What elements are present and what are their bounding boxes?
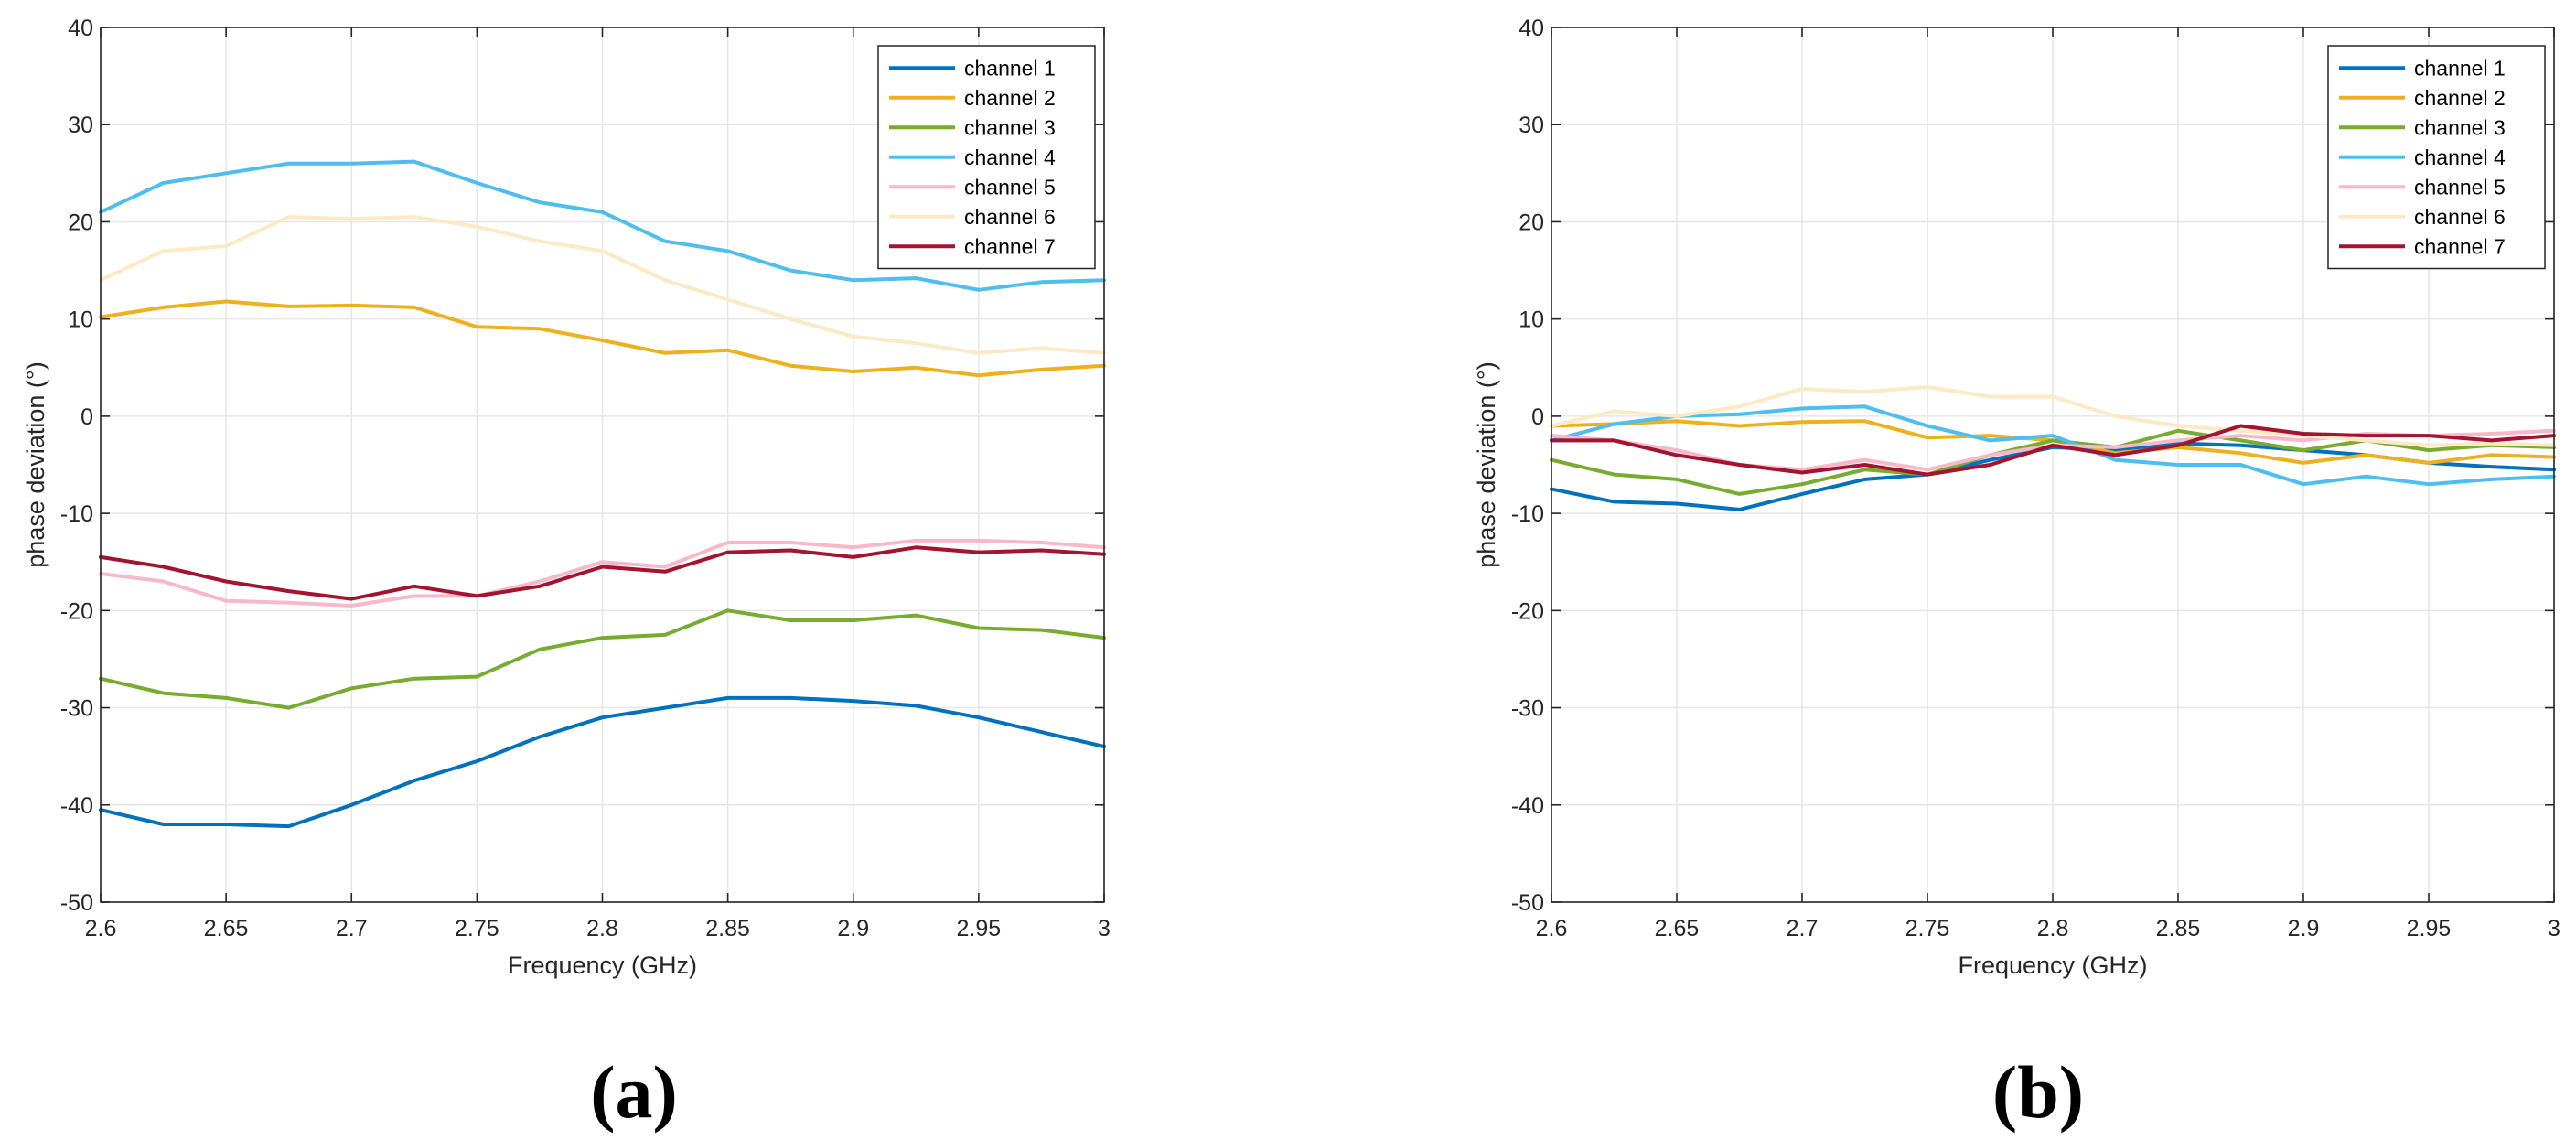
y-tick-label: -30 xyxy=(60,696,93,722)
x-tick-label: 2.9 xyxy=(2288,916,2320,941)
y-tick-label: 10 xyxy=(1519,307,1544,333)
legend-label-channel-7: channel 7 xyxy=(964,234,1056,258)
y-tick-label: 10 xyxy=(68,307,93,333)
series-line-channel-1 xyxy=(99,695,1106,829)
series-line-channel-6 xyxy=(1550,385,2556,447)
legend: channel 1 channel 2 channel 3 channel 4 chan… xyxy=(2327,45,2546,270)
y-tick-label: -10 xyxy=(1511,501,1544,527)
series-line-channel-4 xyxy=(1550,404,2556,487)
x-tick-label: 2.95 xyxy=(957,916,1002,941)
legend-label-channel-1: channel 1 xyxy=(2414,56,2506,80)
y-tick-label: -40 xyxy=(60,793,93,819)
series-line-channel-7 xyxy=(99,545,1106,601)
legend-label-channel-6: channel 6 xyxy=(964,205,1056,229)
x-tick-label: 2.85 xyxy=(2156,916,2201,941)
legend-label-channel-3: channel 3 xyxy=(964,115,1056,139)
y-tick-label: 20 xyxy=(1519,210,1544,235)
series-lines xyxy=(1550,385,2556,511)
legend-label-channel-4: channel 4 xyxy=(964,145,1056,169)
x-tick-label: 2.7 xyxy=(1787,916,1819,941)
series-line-channel-3 xyxy=(99,608,1106,710)
y-tick-label: -50 xyxy=(1511,890,1544,916)
x-tick-label: 2.65 xyxy=(204,916,249,941)
panel-label: (a) xyxy=(590,1050,678,1134)
legend-label-channel-5: channel 5 xyxy=(964,175,1056,199)
ticks: 2.6 2.65 2.7 2.75 2.8 2.85 2.9 2.95 3 -50 -40 -30 -2… xyxy=(1511,16,2560,941)
y-tick-label: -10 xyxy=(60,501,93,527)
y-axis-label: phase deviation (°) xyxy=(1473,361,1500,567)
y-tick-label: 40 xyxy=(68,16,93,41)
legend-label-channel-7: channel 7 xyxy=(2414,234,2506,258)
y-tick-label: 0 xyxy=(1531,404,1544,430)
x-tick-label: 2.7 xyxy=(336,916,368,941)
panel-label: (b) xyxy=(1992,1050,2084,1134)
legend-label-channel-5: channel 5 xyxy=(2414,175,2506,199)
x-tick-label: 2.9 xyxy=(837,916,869,941)
y-tick-label: -20 xyxy=(1511,598,1544,624)
x-tick-label: 2.8 xyxy=(586,916,618,941)
legend: channel 1 channel 2 channel 3 channel 4 chan… xyxy=(877,45,1096,270)
x-tick-label: 3 xyxy=(1098,916,1111,941)
series-line-channel-4 xyxy=(99,159,1106,292)
y-tick-label: 20 xyxy=(68,210,93,235)
y-tick-label: -20 xyxy=(60,598,93,624)
legend-label-channel-6: channel 6 xyxy=(2414,205,2506,229)
y-tick-label: 40 xyxy=(1519,16,1544,41)
y-tick-label: 30 xyxy=(1519,113,1544,138)
x-tick-label: 2.6 xyxy=(1536,916,1568,941)
x-tick-label: 2.75 xyxy=(1905,916,1950,941)
x-tick-label: 2.6 xyxy=(85,916,117,941)
x-axis-label: Frequency (GHz) xyxy=(508,952,697,979)
legend-label-channel-2: channel 2 xyxy=(964,86,1056,110)
chart-panel-a: 2.6 2.65 2.7 2.75 2.8 2.85 2.9 2.95 3 -50 -40 -30 -2… xyxy=(22,16,1111,1134)
ticks: 2.6 2.65 2.7 2.75 2.8 2.85 2.9 2.95 3 -50 -40 -30 -2… xyxy=(60,16,1111,941)
y-axis-label: phase deviation (°) xyxy=(22,361,49,567)
series-line-channel-7 xyxy=(1550,424,2556,477)
legend-label-channel-2: channel 2 xyxy=(2414,86,2506,110)
x-tick-label: 3 xyxy=(2548,916,2560,941)
x-tick-label: 2.95 xyxy=(2407,916,2452,941)
legend-label-channel-3: channel 3 xyxy=(2414,115,2506,139)
y-tick-label: 30 xyxy=(68,113,93,138)
y-tick-label: -30 xyxy=(1511,696,1544,722)
y-tick-label: -40 xyxy=(1511,793,1544,819)
legend-label-channel-4: channel 4 xyxy=(2414,145,2506,169)
x-tick-label: 2.8 xyxy=(2037,916,2069,941)
x-tick-label: 2.75 xyxy=(455,916,499,941)
series-line-channel-6 xyxy=(99,215,1106,355)
y-tick-label: -50 xyxy=(60,890,93,916)
x-axis-label: Frequency (GHz) xyxy=(1958,952,2147,979)
series-line-channel-5 xyxy=(99,538,1106,608)
y-tick-label: 0 xyxy=(80,404,93,430)
x-tick-label: 2.65 xyxy=(1655,916,1700,941)
series-line-channel-2 xyxy=(99,299,1106,378)
x-tick-label: 2.85 xyxy=(705,916,750,941)
chart-panel-b: 2.6 2.65 2.7 2.75 2.8 2.85 2.9 2.95 3 -50 -40 -30 -2… xyxy=(1473,16,2560,1134)
legend-label-channel-1: channel 1 xyxy=(964,56,1056,80)
series-lines xyxy=(99,159,1106,829)
